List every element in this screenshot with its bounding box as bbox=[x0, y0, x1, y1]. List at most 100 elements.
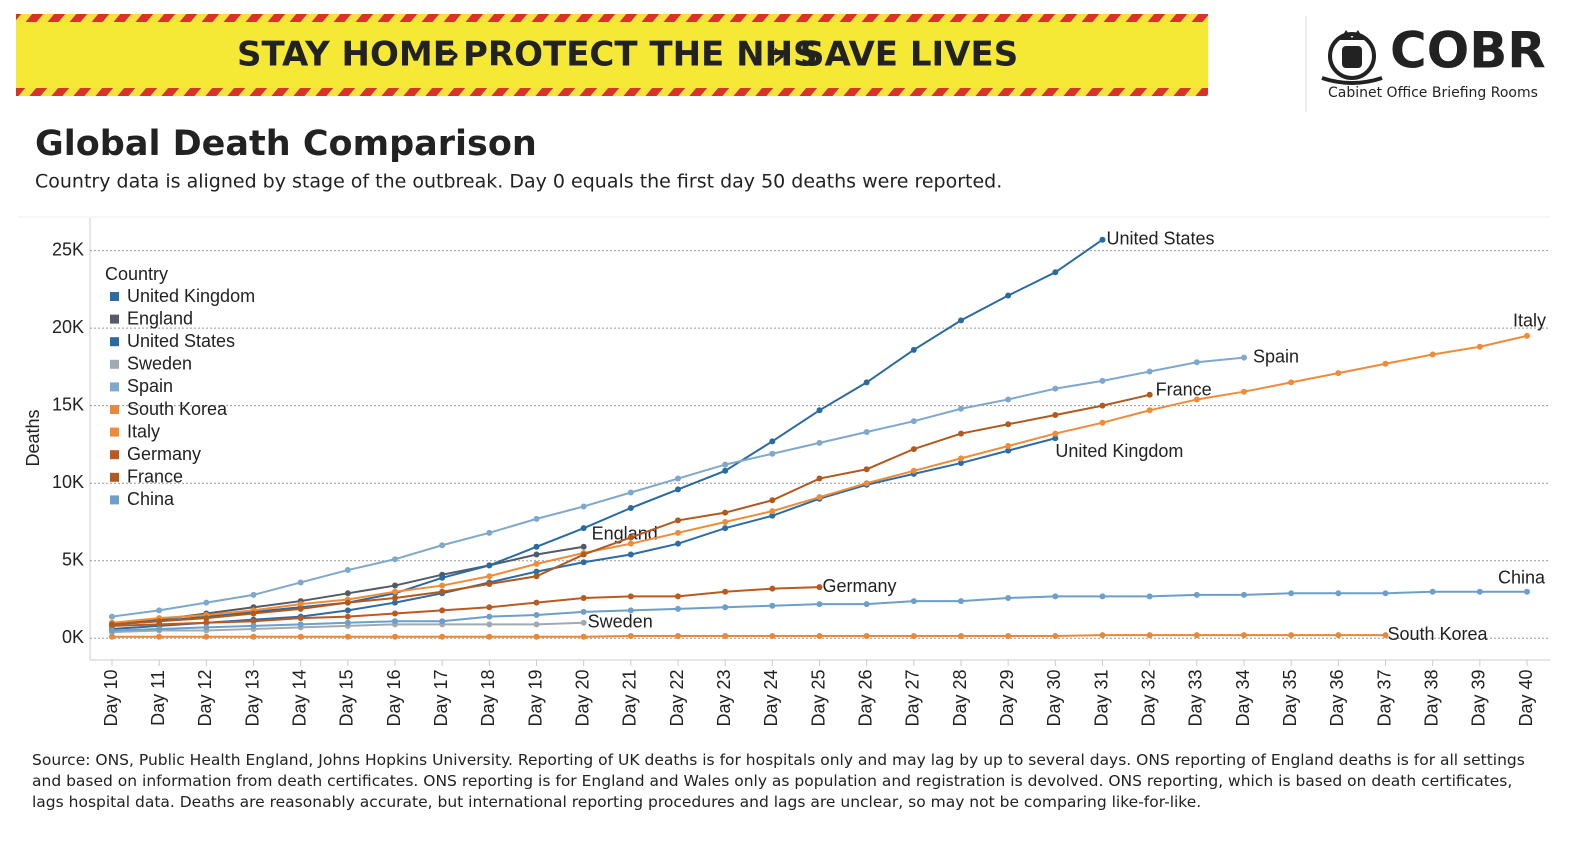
point bbox=[439, 588, 446, 595]
point bbox=[533, 568, 540, 575]
point bbox=[863, 632, 870, 639]
point bbox=[675, 529, 681, 536]
point bbox=[297, 633, 304, 640]
point bbox=[486, 581, 493, 588]
point bbox=[627, 593, 634, 600]
point bbox=[250, 633, 257, 640]
point bbox=[816, 407, 823, 414]
point bbox=[580, 525, 587, 532]
point bbox=[722, 467, 729, 474]
legend-title: Country bbox=[105, 264, 168, 284]
point bbox=[627, 505, 634, 512]
y-tick-label: 0K bbox=[62, 627, 84, 647]
point bbox=[958, 317, 964, 324]
point bbox=[580, 551, 587, 558]
point bbox=[156, 625, 163, 632]
point bbox=[580, 619, 587, 626]
y-tick-label: 10K bbox=[52, 472, 84, 492]
point bbox=[1052, 411, 1059, 418]
point bbox=[816, 584, 823, 591]
legend-label: Italy bbox=[127, 421, 160, 441]
point bbox=[392, 599, 398, 606]
y-tick-label: 15K bbox=[52, 394, 84, 414]
crest bbox=[1321, 30, 1383, 85]
y-tick-label: 5K bbox=[62, 549, 84, 569]
x-tick-label: Day 37 bbox=[1374, 669, 1394, 726]
point bbox=[722, 632, 729, 639]
legend-label: Sweden bbox=[127, 354, 192, 374]
legend-swatch bbox=[110, 427, 119, 437]
point bbox=[250, 618, 257, 625]
point bbox=[533, 633, 540, 640]
point bbox=[203, 633, 210, 640]
point bbox=[392, 618, 398, 625]
legend-label: Spain bbox=[127, 376, 173, 396]
point bbox=[769, 508, 776, 515]
point bbox=[297, 621, 304, 628]
point bbox=[627, 607, 634, 614]
point bbox=[344, 599, 351, 606]
point bbox=[486, 562, 493, 569]
point bbox=[1099, 402, 1106, 409]
point bbox=[675, 475, 681, 482]
point bbox=[958, 405, 964, 412]
banner bbox=[16, 22, 1208, 88]
point bbox=[580, 633, 587, 640]
point bbox=[344, 613, 351, 620]
point bbox=[675, 540, 681, 547]
point bbox=[297, 605, 304, 612]
point bbox=[533, 515, 540, 522]
point bbox=[910, 632, 917, 639]
point bbox=[533, 543, 540, 550]
x-tick-label: Day 32 bbox=[1138, 669, 1158, 726]
point bbox=[392, 556, 398, 563]
end-label: England bbox=[592, 524, 658, 544]
x-tick-label: Day 16 bbox=[384, 669, 404, 726]
legend-swatch bbox=[110, 405, 119, 414]
point bbox=[439, 607, 446, 614]
x-tick-label: Day 14 bbox=[289, 669, 309, 726]
point bbox=[910, 598, 917, 605]
point bbox=[344, 567, 351, 574]
chart-title: Global Death Comparison bbox=[35, 124, 537, 164]
point bbox=[203, 619, 210, 626]
point bbox=[1241, 388, 1247, 395]
point bbox=[344, 633, 351, 640]
point bbox=[1288, 632, 1295, 639]
point bbox=[627, 540, 634, 547]
point bbox=[722, 525, 729, 532]
point bbox=[1335, 370, 1342, 377]
point bbox=[1288, 590, 1295, 597]
x-tick-label: Day 22 bbox=[667, 669, 687, 726]
point bbox=[203, 599, 210, 606]
point bbox=[1382, 632, 1389, 639]
x-tick-label: Day 19 bbox=[525, 669, 545, 726]
point bbox=[1052, 385, 1059, 392]
series-line bbox=[111, 586, 820, 627]
point bbox=[675, 593, 681, 600]
point bbox=[769, 438, 776, 445]
end-label: Germany bbox=[823, 576, 897, 596]
x-tick-label: Day 34 bbox=[1233, 669, 1253, 726]
x-tick-label: Day 23 bbox=[714, 669, 734, 726]
banner-item: SAVE LIVES bbox=[800, 35, 1018, 75]
point bbox=[109, 621, 115, 628]
point bbox=[816, 439, 823, 446]
legend-label: China bbox=[127, 489, 175, 509]
x-tick-label: Day 13 bbox=[242, 669, 262, 726]
end-label: Spain bbox=[1253, 346, 1299, 366]
point bbox=[203, 624, 210, 631]
point bbox=[533, 599, 540, 606]
point bbox=[439, 542, 446, 549]
point bbox=[486, 604, 493, 611]
point bbox=[1146, 632, 1153, 639]
point bbox=[722, 509, 729, 516]
series-line bbox=[111, 238, 1104, 626]
point bbox=[1524, 332, 1530, 339]
end-label: France bbox=[1156, 380, 1212, 400]
end-label: Italy bbox=[1513, 311, 1546, 331]
legend-label: France bbox=[127, 467, 183, 487]
point bbox=[958, 455, 964, 462]
point bbox=[1099, 419, 1106, 426]
x-tick-label: Day 35 bbox=[1280, 669, 1300, 726]
